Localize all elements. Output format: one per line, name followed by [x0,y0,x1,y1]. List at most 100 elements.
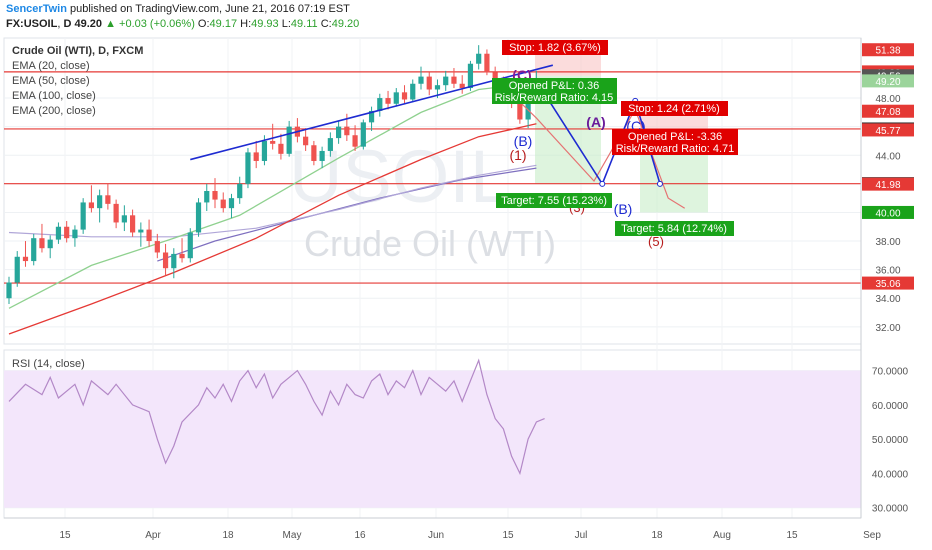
price-label-box-9 [862,205,914,219]
symbol-label: FX:USOIL [6,18,58,30]
time-tick-6: 15 [502,530,514,541]
rsi-band [4,370,861,508]
price-tick-8: 48.00 [875,94,900,105]
position-annotations: Stop: 1.82 (3.67%) Opened P&L: 0.36 Risk… [492,40,738,236]
price-tick-3: 38.00 [875,237,900,248]
candle-body-46 [385,98,391,104]
last-price: 49.20 [74,18,103,30]
ohlc-line: FX:USOIL, D 49.20 ▲ +0.03 (+0.06%) O:49.… [6,18,360,30]
pnl-label-1: Opened P&L: 0.36 [509,80,600,92]
price-tick-6: 44.00 [875,151,900,162]
rsi-tick-2: 50.0000 [872,435,909,446]
candle-body-45 [377,98,383,111]
price-label-10: 35.06 [875,279,900,290]
publish-info: published on TradingView.com, June 21, 2… [70,3,350,15]
candle-body-17 [146,229,152,242]
rsi-line [8,358,545,476]
price-label-box-0 [862,43,914,57]
time-tick-8: 18 [651,530,663,541]
candle-body-62 [517,103,523,120]
wave-label-a: (A) [586,114,605,130]
axes: 32.0034.0036.0038.0040.0042.0044.0046.00… [4,38,914,541]
time-tick-10: 15 [786,530,798,541]
candle-body-12 [105,195,111,204]
candle-body-16 [138,229,144,233]
candle-body-53 [443,76,449,86]
candle-body-32 [270,140,276,144]
open-label: O: [197,18,210,30]
candle-body-43 [360,122,366,147]
chart-canvas[interactable]: USOIL Crude Oil (WTI) (C) (B) (1) (A) (C… [0,34,932,550]
open-value: 49.17 [209,18,238,30]
candle-body-7 [64,226,70,239]
candle-body-4 [39,238,45,249]
rr-label-1: Risk/Reward Ratio: 4.15 [495,92,614,104]
candle-body-34 [286,126,292,154]
candle-body-23 [195,202,202,233]
wave-label-1: (1) [509,147,526,163]
candle-body-24 [204,191,210,203]
wave-label-b-blue: (B) [614,201,633,217]
candle-body-28 [237,183,243,199]
wave-label-5: (5) [648,234,664,249]
rsi-tick-4: 70.0000 [872,367,909,378]
legend-ema200[interactable]: EMA (200, close) [12,105,96,117]
price-label-box-10 [862,276,914,290]
price-label-8: 41.98 [875,180,900,191]
candle-body-49 [410,83,416,100]
candle-body-14 [121,215,127,223]
ema200-line [157,167,537,262]
rsi-legend[interactable]: RSI (14, close) [12,358,85,370]
ema100-line [8,164,537,238]
candle-body-56 [467,63,474,89]
candle-body-38 [319,150,325,161]
candle-body-5 [47,239,53,249]
time-tick-7: Jul [575,530,588,541]
candle-body-21 [179,253,185,259]
rsi-band-fill [4,370,861,508]
price-tick-2: 36.00 [875,266,900,277]
close-label: C: [320,18,332,30]
price-label-box-6 [862,123,914,137]
stop-label-1: Stop: 1.82 (3.67%) [509,42,601,54]
price-label-3: 49.20 [875,77,900,88]
legend-title[interactable]: Crude Oil (WTI), D, FXCM [12,45,143,57]
watermark: USOIL Crude Oil (WTI) [289,135,556,264]
candle-body-15 [130,215,136,233]
candle-body-11 [97,195,103,209]
legend-ema100[interactable]: EMA (100, close) [12,90,96,102]
candle-body-1 [14,256,20,283]
legend-ema50[interactable]: EMA (50, close) [12,75,90,87]
high-value: 49.93 [251,18,279,30]
candle-body-51 [426,76,432,90]
candle-body-57 [476,53,482,64]
candle-body-40 [336,126,342,139]
time-tick-1: Apr [145,530,161,541]
candle-body-52 [434,85,441,90]
candle-body-2 [22,256,29,262]
candle-body-6 [55,226,62,240]
candle-body-13 [113,203,119,223]
time-tick-4: 16 [354,530,366,541]
time-tick-5: Jun [428,530,444,541]
candle-body-37 [311,145,317,161]
high-label: H: [240,18,252,30]
price-label-9: 40.00 [875,208,900,219]
candle-body-30 [253,152,259,161]
candle-body-19 [162,252,169,269]
legend-ema20[interactable]: EMA (20, close) [12,60,90,72]
indicator-legend: Crude Oil (WTI), D, FXCM EMA (20, close)… [12,45,143,370]
price-label-4: 47.08 [875,107,900,118]
candle-body-8 [72,229,78,239]
time-tick-0: 15 [59,530,71,541]
author-link[interactable]: SencerTwin [6,3,67,15]
candle-body-33 [278,143,284,154]
candle-body-58 [484,53,490,73]
price-label-0: 51.38 [875,46,900,57]
rsi-tick-0: 30.0000 [872,504,909,515]
candle-body-22 [187,232,193,259]
price-label-box-3 [862,74,914,88]
rsi-tick-1: 40.0000 [872,469,909,480]
candle-body-20 [171,253,177,269]
target-label-2: Target: 5.84 (12.74%) [621,223,727,235]
